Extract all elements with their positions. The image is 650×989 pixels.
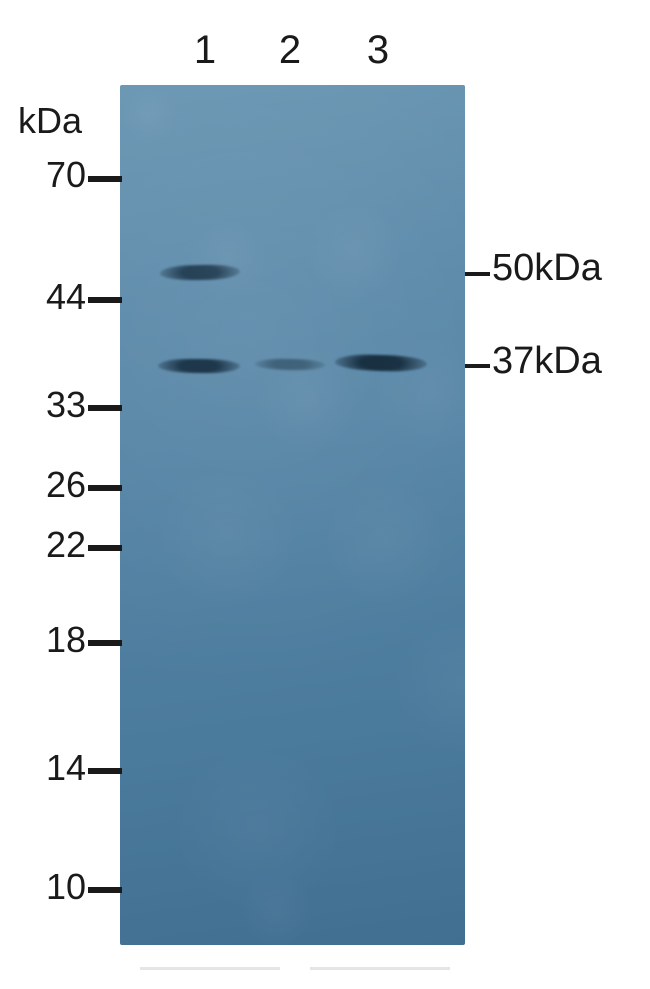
band-size-label: 50kDa bbox=[492, 247, 602, 290]
mw-marker-label: 33 bbox=[16, 384, 86, 426]
mw-marker-label: 44 bbox=[16, 276, 86, 318]
blot-figure: kDa 70 44 33 26 22 18 14 10 123 50kDa 37kDa bbox=[0, 0, 650, 989]
annotation-leader-line bbox=[465, 272, 490, 276]
blot-membrane bbox=[120, 85, 465, 945]
mw-marker-label: 26 bbox=[16, 464, 86, 506]
decorative-shadow-line bbox=[140, 967, 280, 970]
lane-label: 2 bbox=[255, 28, 325, 73]
mw-marker-tick bbox=[88, 640, 122, 646]
lane-label: 3 bbox=[343, 28, 413, 73]
mw-marker-label: 10 bbox=[16, 866, 86, 908]
mw-marker-tick bbox=[88, 887, 122, 893]
band-size-label: 37kDa bbox=[492, 340, 602, 383]
mw-marker-tick bbox=[88, 297, 122, 303]
mw-marker-tick bbox=[88, 485, 122, 491]
mw-marker-label: 14 bbox=[16, 747, 86, 789]
annotation-leader-line bbox=[465, 364, 490, 368]
axis-unit-label: kDa bbox=[18, 100, 82, 142]
mw-marker-tick bbox=[88, 405, 122, 411]
mw-marker-label: 18 bbox=[16, 619, 86, 661]
mw-marker-tick bbox=[88, 545, 122, 551]
decorative-shadow-line bbox=[310, 967, 450, 970]
protein-band bbox=[158, 359, 240, 374]
mw-marker-label: 22 bbox=[16, 524, 86, 566]
lane-label: 1 bbox=[170, 28, 240, 73]
mw-marker-label: 70 bbox=[16, 154, 86, 196]
mw-marker-tick bbox=[88, 176, 122, 182]
mw-marker-tick bbox=[88, 768, 122, 774]
